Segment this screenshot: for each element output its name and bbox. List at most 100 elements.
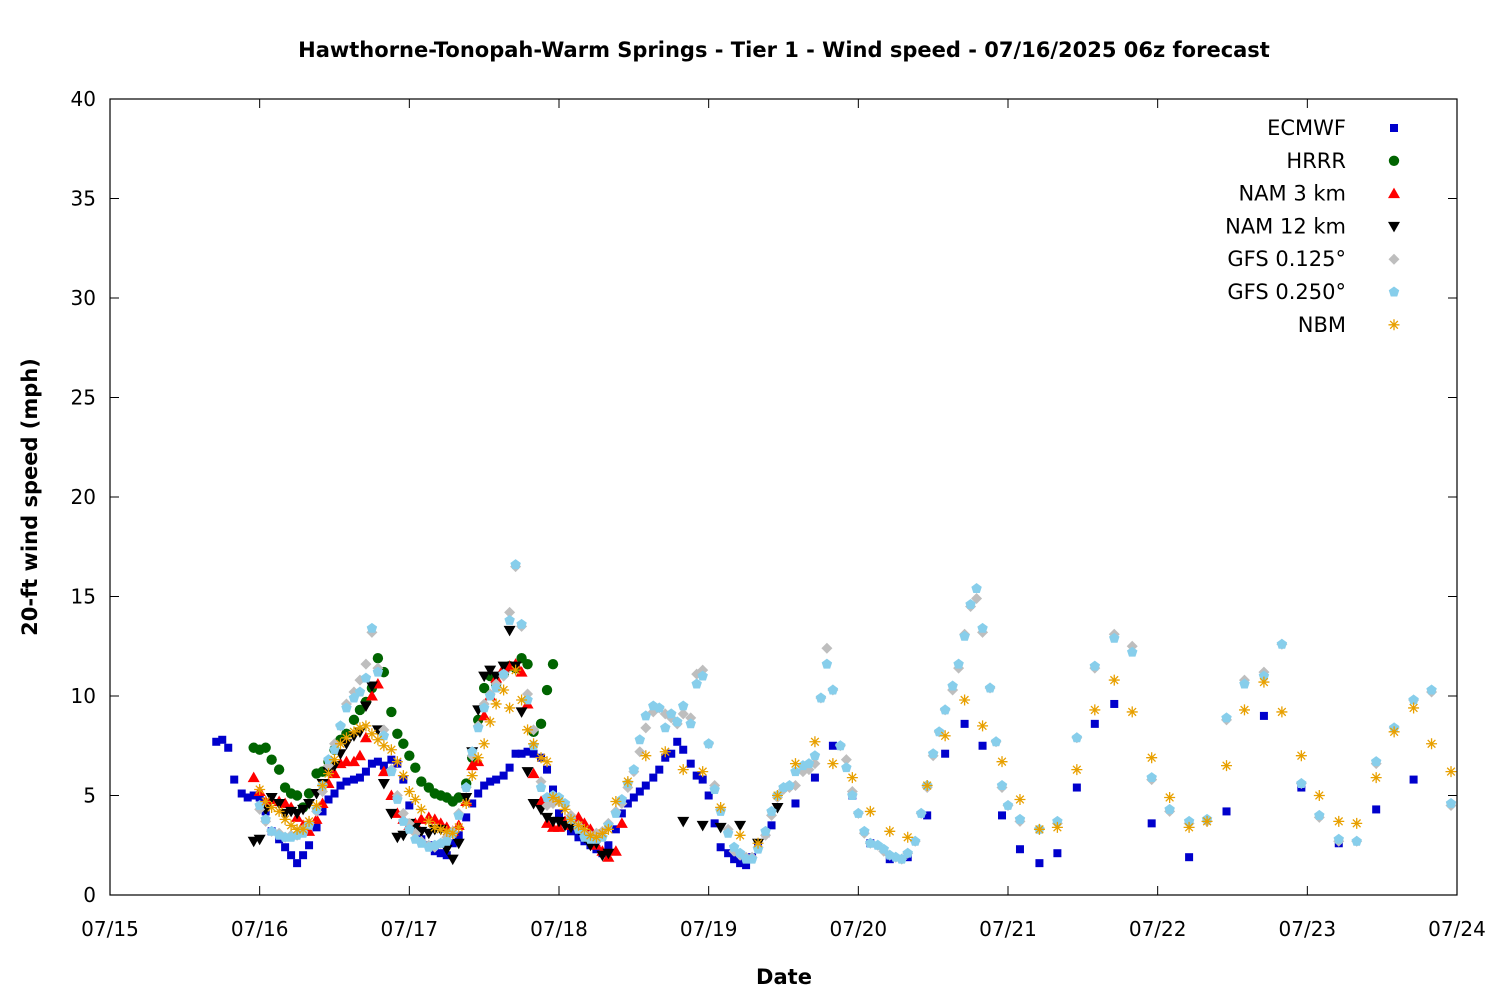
x-tick-label: 07/22: [1129, 917, 1187, 941]
data-point: [559, 803, 571, 815]
data-point: [691, 678, 702, 689]
x-tick-label: 07/21: [979, 917, 1037, 941]
data-point: [386, 706, 397, 718]
legend-marker: [1388, 253, 1400, 265]
data-point: [640, 710, 652, 721]
data-point: [334, 738, 346, 750]
data-point: [354, 704, 366, 716]
series-hrrr: [248, 652, 559, 813]
data-point: [809, 750, 821, 761]
data-point: [1445, 766, 1457, 778]
data-point: [237, 789, 246, 798]
data-point: [574, 833, 583, 842]
y-tick-label: 35: [71, 187, 96, 211]
legend-marker: [1390, 124, 1398, 132]
data-point: [403, 786, 415, 798]
data-point: [398, 815, 409, 826]
data-point: [497, 661, 510, 673]
data-point: [391, 756, 403, 768]
data-point: [1388, 726, 1400, 738]
data-point: [255, 793, 264, 802]
data-point: [416, 837, 427, 848]
data-point: [311, 799, 323, 811]
data-point: [505, 763, 514, 772]
data-point: [422, 828, 435, 840]
data-point: [528, 738, 540, 750]
data-point: [504, 606, 516, 618]
data-point: [492, 775, 501, 784]
data-point: [397, 770, 409, 782]
data-point: [510, 664, 522, 676]
data-point: [429, 821, 441, 833]
data-point: [478, 702, 490, 713]
data-point: [828, 741, 837, 750]
data-point: [659, 746, 671, 758]
x-tick-label: 07/18: [530, 917, 588, 941]
data-point: [660, 722, 671, 733]
data-point: [454, 831, 463, 840]
data-point: [724, 849, 733, 858]
data-point: [641, 781, 650, 790]
data-point: [299, 851, 308, 860]
data-point: [1164, 803, 1175, 814]
x-tick-label: 07/15: [81, 917, 139, 941]
data-point: [1146, 752, 1158, 764]
data-point: [766, 805, 777, 816]
y-tick-label: 20: [71, 485, 96, 509]
y-tick-label: 25: [71, 386, 96, 410]
x-tick-label: 07/23: [1279, 917, 1337, 941]
data-point: [610, 807, 622, 818]
data-point: [354, 686, 366, 697]
data-point: [947, 680, 958, 691]
data-point: [335, 720, 346, 731]
data-point: [746, 853, 758, 864]
data-point: [679, 745, 688, 754]
data-point: [752, 837, 764, 849]
data-point: [349, 775, 358, 784]
data-point: [853, 807, 864, 818]
data-point: [1296, 778, 1307, 789]
data-point: [372, 734, 384, 746]
data-point: [329, 754, 340, 766]
data-point: [960, 719, 969, 728]
data-point: [915, 807, 927, 818]
data-point: [324, 795, 333, 804]
data-point: [553, 816, 565, 828]
data-point: [297, 823, 309, 835]
data-point: [435, 823, 447, 835]
data-point: [921, 780, 933, 792]
data-point: [615, 817, 628, 828]
data-point: [815, 692, 827, 703]
data-point: [359, 701, 372, 712]
data-point: [515, 707, 528, 718]
data-point: [810, 773, 819, 782]
data-point: [460, 797, 472, 809]
y-tick-label: 10: [71, 684, 96, 708]
data-point: [909, 835, 921, 846]
data-point: [387, 755, 396, 764]
data-point: [504, 702, 516, 714]
data-point: [623, 799, 632, 808]
data-point: [1071, 764, 1083, 776]
legend-marker: [1388, 286, 1400, 297]
data-point: [260, 813, 271, 824]
data-point: [767, 821, 776, 830]
data-point: [840, 754, 852, 766]
data-point: [279, 797, 292, 808]
data-point: [409, 793, 421, 805]
data-point: [878, 843, 890, 854]
data-point: [847, 790, 858, 800]
data-point: [715, 801, 727, 813]
data-point: [677, 700, 689, 711]
data-point: [504, 614, 515, 625]
data-point: [478, 671, 491, 683]
data-point: [784, 780, 795, 790]
data-point: [672, 716, 683, 727]
data-point: [677, 708, 689, 720]
data-point: [1108, 674, 1120, 686]
data-point: [1015, 845, 1024, 854]
data-point: [1314, 809, 1325, 820]
data-point: [634, 734, 646, 745]
data-point: [654, 702, 665, 713]
data-point: [342, 777, 351, 786]
